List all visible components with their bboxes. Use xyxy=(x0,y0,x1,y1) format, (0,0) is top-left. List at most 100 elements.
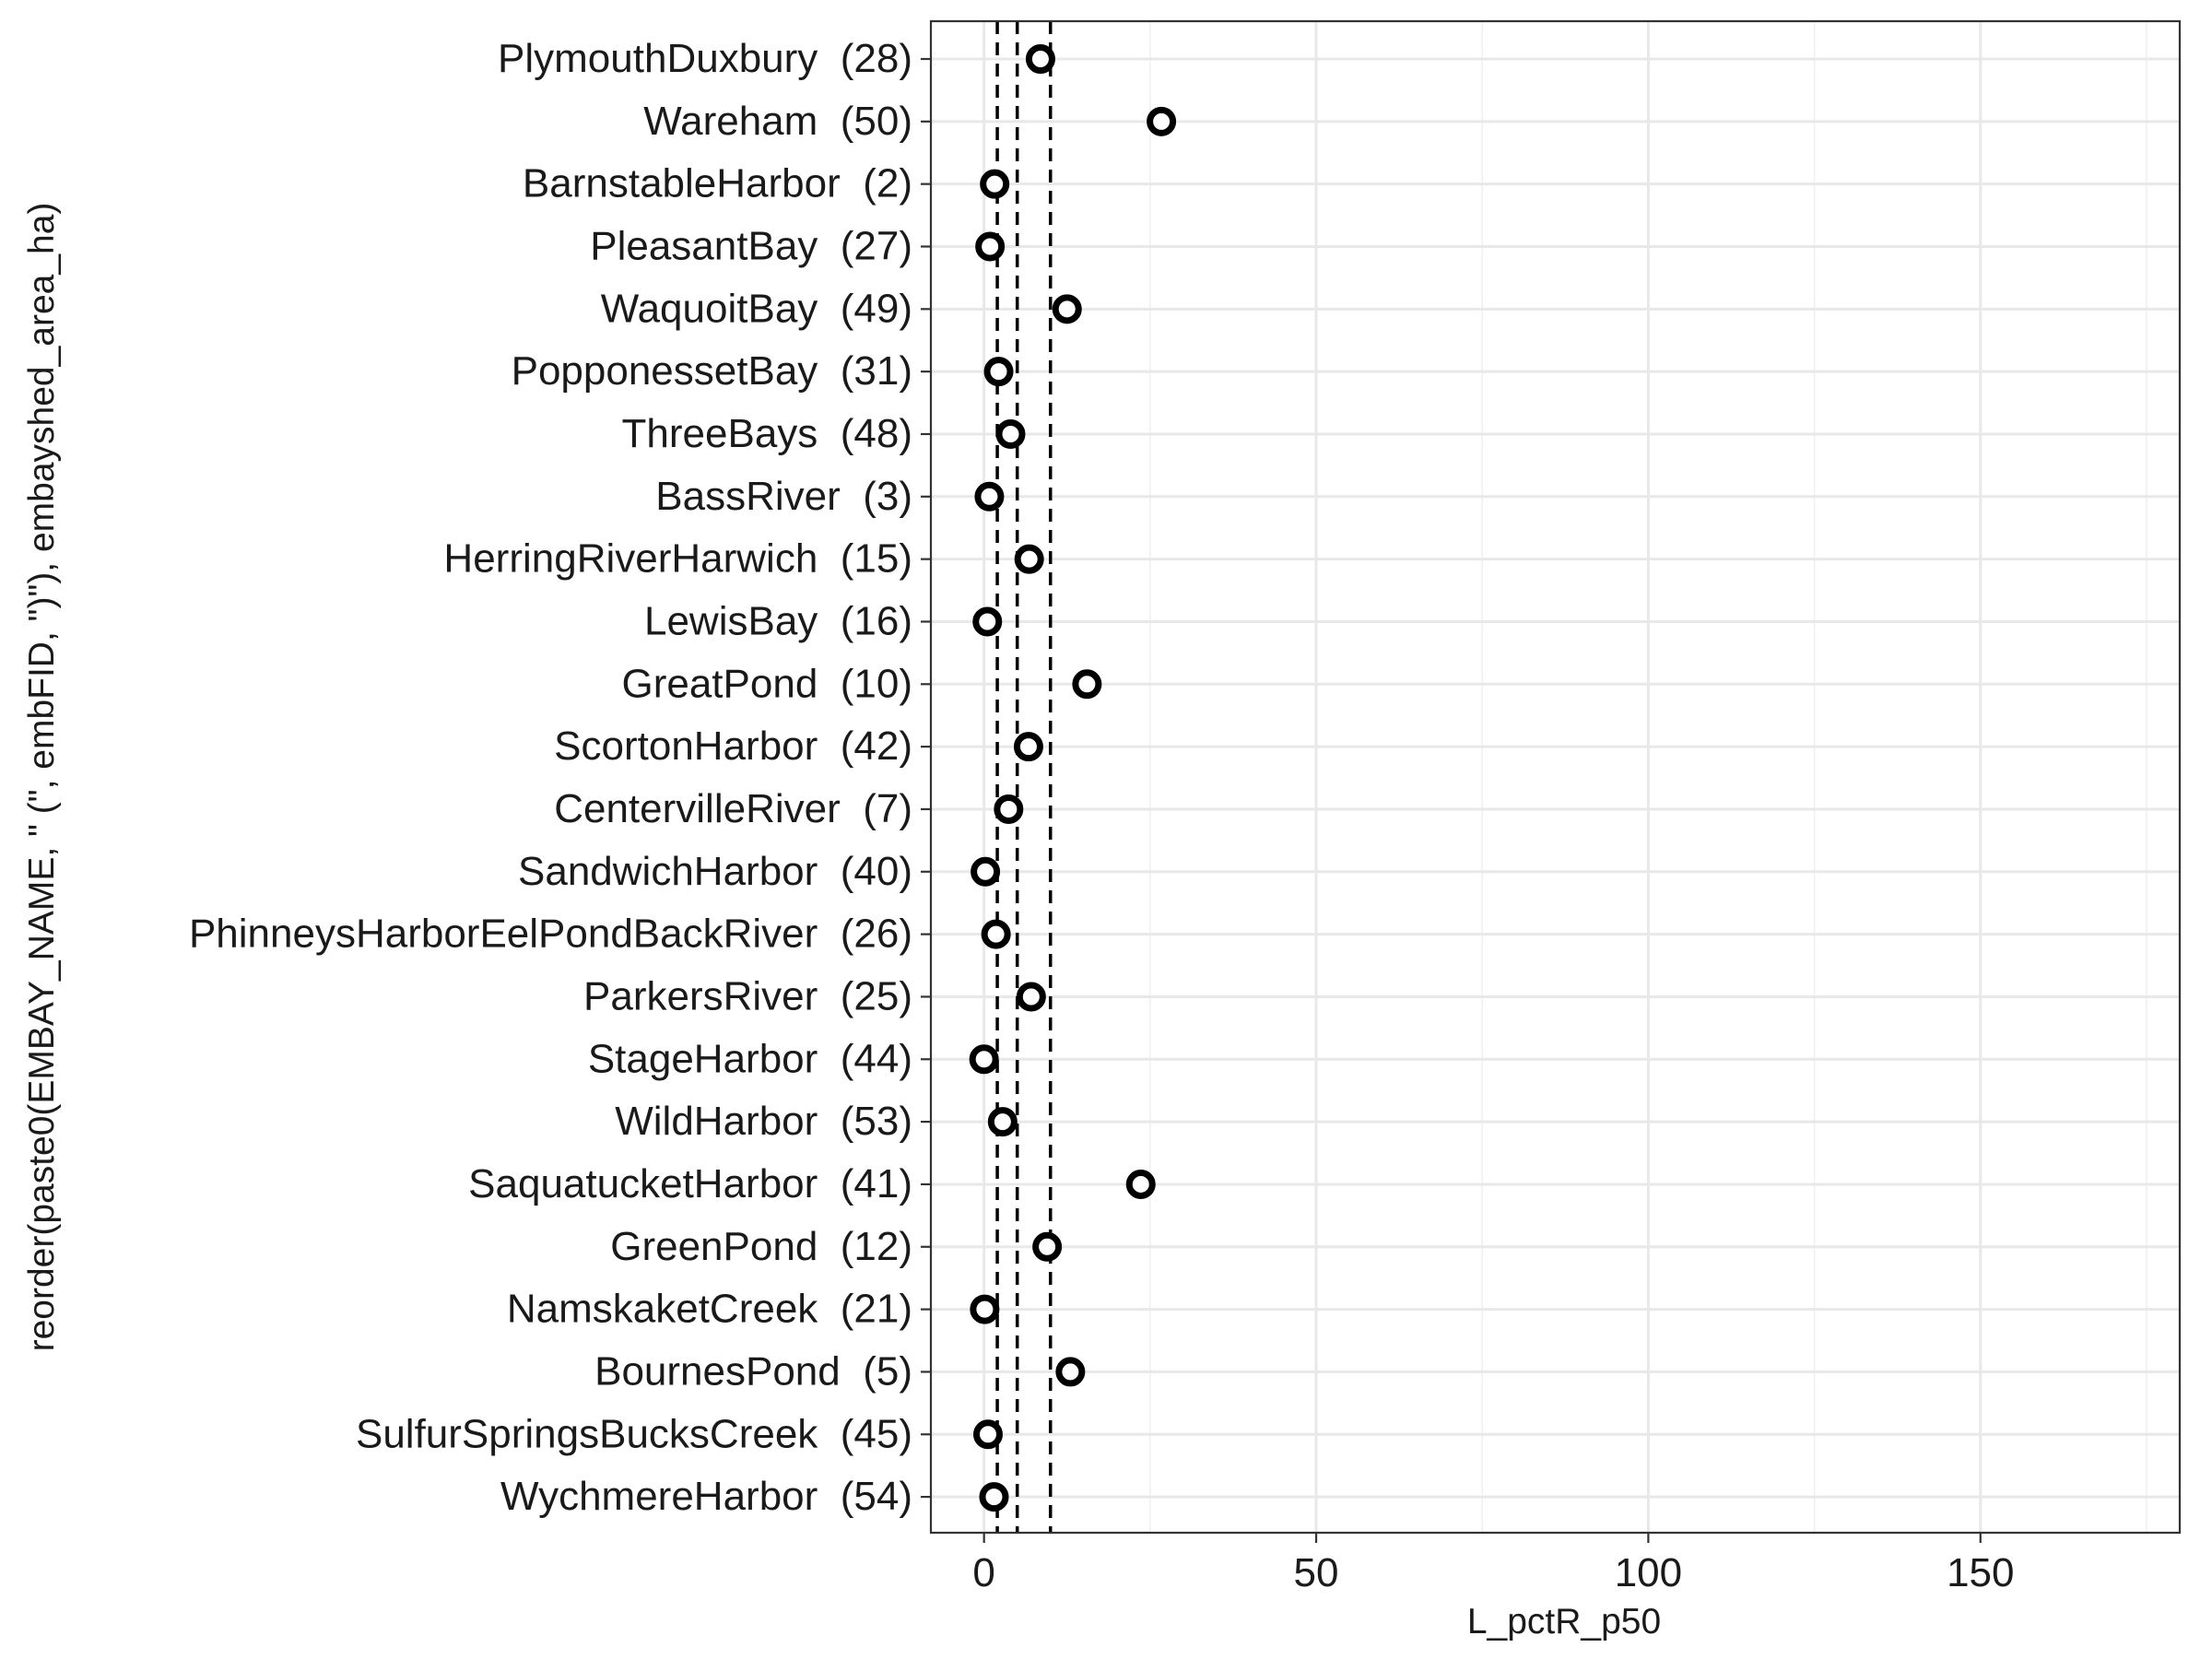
x-axis: 0 50 100 150 xyxy=(972,1533,2014,1595)
data-point xyxy=(1013,732,1043,762)
data-point xyxy=(1072,669,1102,700)
x-tick-label: 150 xyxy=(1947,1550,2014,1595)
y-tick-label: PhinneysHarborEelPondBackRiver (26) xyxy=(189,912,912,957)
category-fid: (48) xyxy=(818,411,912,456)
category-fid: (25) xyxy=(818,973,912,1018)
y-tick-label: ThreeBays (48) xyxy=(622,411,912,456)
x-tick-label: 0 xyxy=(972,1550,994,1595)
category-name: StageHarbor xyxy=(588,1036,818,1081)
data-point xyxy=(979,1482,1009,1512)
data-point xyxy=(975,231,1006,262)
y-axis: PlymouthDuxbury (28)Wareham (50)Barnstab… xyxy=(189,36,931,1519)
category-name: SaquatucketHarbor xyxy=(468,1161,818,1206)
category-name: WildHarbor xyxy=(615,1099,818,1144)
category-name: Wareham xyxy=(643,99,818,144)
category-name: ScortonHarbor xyxy=(554,724,818,769)
category-fid: (2) xyxy=(841,161,912,206)
category-fid: (5) xyxy=(841,1348,912,1394)
data-point xyxy=(981,919,1011,949)
category-name: SandwichHarbor xyxy=(518,849,818,894)
category-fid: (28) xyxy=(818,36,912,81)
y-tick-label: StageHarbor (44) xyxy=(588,1036,912,1081)
category-fid: (7) xyxy=(841,786,912,831)
category-fid: (41) xyxy=(818,1161,912,1206)
category-name: LewisBay xyxy=(644,598,818,643)
category-name: HerringRiverHarwich xyxy=(443,536,818,582)
y-tick-label: BassRiver (3) xyxy=(655,474,912,519)
category-name: GreatPond xyxy=(621,661,818,706)
x-tick-label: 50 xyxy=(1294,1550,1339,1595)
y-tick-label: NamskaketCreek (21) xyxy=(507,1287,912,1332)
category-fid: (45) xyxy=(818,1411,912,1456)
y-tick-label: WychmereHarbor (54) xyxy=(500,1474,912,1519)
category-fid: (12) xyxy=(818,1224,912,1269)
data-point xyxy=(980,169,1010,199)
data-point xyxy=(1055,1357,1086,1387)
y-axis-title: reorder(paste0(EMBAY_NAME, " (", embFID,… xyxy=(22,203,62,1352)
data-point xyxy=(995,418,1026,449)
y-tick-label: WildHarbor (53) xyxy=(615,1099,912,1144)
category-name: GreenPond xyxy=(610,1224,818,1269)
data-point xyxy=(1147,106,1177,136)
y-tick-label: PleasantBay (27) xyxy=(590,223,912,268)
category-name: BarnstableHarbor xyxy=(523,161,841,206)
category-name: PopponessetBay xyxy=(512,348,818,394)
data-point xyxy=(974,481,1005,512)
data-point xyxy=(983,357,1014,387)
data-point xyxy=(1052,294,1082,324)
data-point xyxy=(1025,44,1055,74)
category-fid: (54) xyxy=(818,1474,912,1519)
category-fid: (50) xyxy=(818,99,912,144)
y-tick-label: GreenPond (12) xyxy=(610,1224,912,1269)
data-point xyxy=(970,1294,1000,1324)
data-point xyxy=(972,1419,1003,1450)
category-fid: (10) xyxy=(818,661,912,706)
x-tick-label: 100 xyxy=(1615,1550,1682,1595)
data-points xyxy=(969,44,1177,1512)
category-fid: (26) xyxy=(818,912,912,957)
category-name: PleasantBay xyxy=(590,223,818,268)
category-name: ThreeBays xyxy=(622,411,818,456)
category-fid: (3) xyxy=(841,474,912,519)
y-tick-label: SaquatucketHarbor (41) xyxy=(468,1161,912,1206)
category-name: SulfurSpringsBucksCreek xyxy=(356,1411,818,1456)
y-tick-label: WaquoitBay (49) xyxy=(601,286,912,331)
y-tick-label: HerringRiverHarwich (15) xyxy=(443,536,912,582)
category-name: CentervilleRiver xyxy=(554,786,841,831)
reference-lines xyxy=(995,21,1053,1533)
category-fid: (27) xyxy=(818,223,912,268)
category-name: WaquoitBay xyxy=(601,286,818,331)
data-point xyxy=(1016,982,1046,1012)
category-name: WychmereHarbor xyxy=(500,1474,818,1519)
data-point xyxy=(972,606,1003,637)
panel-border xyxy=(929,19,2182,1535)
category-name: NamskaketCreek xyxy=(507,1287,818,1332)
y-tick-label: BournesPond (5) xyxy=(594,1348,912,1394)
category-fid: (42) xyxy=(818,724,912,769)
category-fid: (16) xyxy=(818,598,912,643)
y-tick-label: SandwichHarbor (40) xyxy=(518,849,912,894)
y-tick-label: GreatPond (10) xyxy=(621,661,912,706)
data-point xyxy=(1014,544,1044,574)
category-fid: (21) xyxy=(818,1287,912,1332)
data-point xyxy=(971,856,1001,887)
data-point xyxy=(969,1044,999,1075)
category-name: BassRiver xyxy=(655,474,841,519)
y-tick-label: SulfurSpringsBucksCreek (45) xyxy=(356,1411,912,1456)
data-point xyxy=(1125,1169,1156,1199)
category-name: ParkersRiver xyxy=(583,973,818,1018)
data-point xyxy=(994,794,1024,824)
category-fid: (40) xyxy=(818,849,912,894)
grid xyxy=(931,21,2180,1533)
category-fid: (49) xyxy=(818,286,912,331)
y-tick-label: ScortonHarbor (42) xyxy=(554,724,912,769)
category-name: PhinneysHarborEelPondBackRiver xyxy=(189,912,818,957)
y-tick-label: Wareham (50) xyxy=(643,99,912,144)
x-axis-title: L_pctR_p50 xyxy=(1467,1602,1661,1641)
category-fid: (53) xyxy=(818,1099,912,1144)
category-fid: (31) xyxy=(818,348,912,394)
category-name: PlymouthDuxbury xyxy=(498,36,818,81)
data-point xyxy=(987,1107,1018,1137)
y-tick-label: CentervilleRiver (7) xyxy=(554,786,912,831)
